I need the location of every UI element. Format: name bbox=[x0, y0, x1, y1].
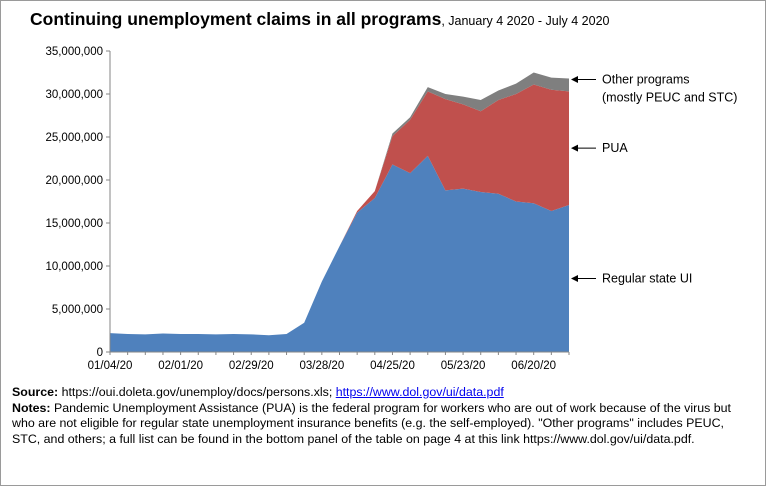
annotation: Other programs (mostly PEUC and STC) bbox=[571, 73, 737, 105]
annotation: PUA bbox=[571, 141, 628, 155]
area-regular-state-ui bbox=[110, 155, 569, 352]
x-tick-label: 02/29/20 bbox=[229, 360, 274, 372]
notes-label: Notes: bbox=[12, 400, 51, 415]
chart-title-block: Continuing unemployment claims in all pr… bbox=[30, 9, 609, 30]
annotation-arrow-head bbox=[571, 274, 578, 282]
area-pua bbox=[110, 84, 569, 336]
chart-title: Continuing unemployment claims in all pr… bbox=[30, 9, 442, 29]
y-tick-label: 30,000,000 bbox=[45, 89, 103, 101]
annotation-arrow-head bbox=[571, 144, 578, 152]
annotation-label: PUA bbox=[602, 141, 628, 155]
annotation-label: (mostly PEUC and STC) bbox=[602, 91, 737, 105]
x-tick-label: 05/23/20 bbox=[441, 360, 486, 372]
source-link[interactable]: https://www.dol.gov/ui/data.pdf bbox=[335, 385, 504, 399]
x-tick-label: 06/20/20 bbox=[511, 360, 556, 372]
y-tick-label: 10,000,000 bbox=[45, 261, 103, 273]
y-tick-label: 0 bbox=[97, 347, 103, 359]
area-series-group bbox=[110, 72, 569, 352]
y-tick-label: 25,000,000 bbox=[45, 132, 103, 144]
notes-text: Pandemic Unemployment Assistance (PUA) i… bbox=[12, 400, 731, 446]
x-tick-label: 04/25/20 bbox=[370, 360, 415, 372]
annotation-arrow-head bbox=[571, 76, 578, 84]
x-tick-label: 01/04/20 bbox=[88, 360, 133, 372]
annotation-label: Regular state UI bbox=[602, 271, 692, 285]
source-text: https://oui.doleta.gov/unemploy/docs/per… bbox=[61, 385, 336, 399]
chart-subtitle: , January 4 2020 - July 4 2020 bbox=[441, 14, 610, 28]
source-line: Source: https://oui.doleta.gov/unemploy/… bbox=[12, 385, 754, 401]
y-tick-label: 20,000,000 bbox=[45, 175, 103, 187]
axes-group: 0 5,000,000 10,000,000 15,000,000 20,000,000… bbox=[45, 46, 570, 372]
y-tick-label: 35,000,000 bbox=[45, 46, 103, 58]
annotation: Regular state UI bbox=[571, 271, 692, 285]
notes-line: Notes: Pandemic Unemployment Assistance … bbox=[12, 401, 754, 448]
x-tick-label: 02/01/20 bbox=[158, 360, 203, 372]
x-tick-label: 03/28/20 bbox=[299, 360, 344, 372]
y-tick-label: 15,000,000 bbox=[45, 218, 103, 230]
annotation-group: Other programs (mostly PEUC and STC) PUA Re… bbox=[571, 73, 737, 285]
annotation-label: Other programs bbox=[602, 73, 690, 87]
y-tick-label: 5,000,000 bbox=[52, 304, 103, 316]
footnotes: Source: https://oui.doleta.gov/unemploy/… bbox=[12, 385, 754, 447]
source-label: Source: bbox=[12, 385, 59, 399]
